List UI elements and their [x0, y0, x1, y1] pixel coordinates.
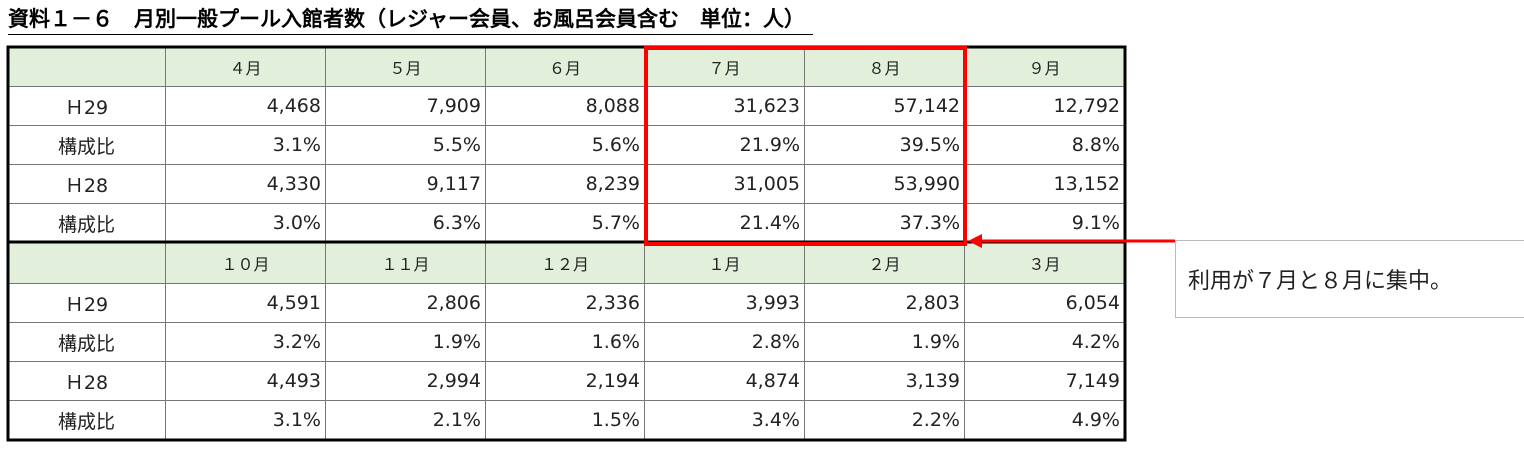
month-header: ５月	[326, 47, 486, 87]
row-label: Ｈ28	[8, 362, 166, 401]
row-label: Ｈ29	[8, 284, 166, 323]
value-cell: 12,792	[965, 87, 1125, 126]
month-header: ４月	[166, 47, 326, 87]
value-cell: 5.5%	[326, 126, 486, 165]
value-cell: 3.2%	[166, 323, 326, 362]
value-cell: 2,803	[805, 284, 965, 323]
month-header: １０月	[166, 243, 326, 284]
value-cell: 2,336	[486, 284, 645, 323]
value-cell: 4.9%	[965, 401, 1125, 440]
row-label: Ｈ29	[8, 87, 166, 126]
month-header: ８月	[805, 47, 965, 87]
title: 資料１－６ 月別一般プール入館者数（レジャー会員、お風呂会員含む 単位：人）	[8, 4, 813, 35]
value-cell: 1.9%	[805, 323, 965, 362]
value-cell: 2,994	[326, 362, 486, 401]
value-cell: 1.5%	[486, 401, 645, 440]
value-cell: 8,239	[486, 165, 645, 204]
value-cell: 6,054	[965, 284, 1125, 323]
value-cell: 8.8%	[965, 126, 1125, 165]
value-cell: 31,005	[645, 165, 805, 204]
month-header: １２月	[486, 243, 645, 284]
value-cell: 3,993	[645, 284, 805, 323]
value-cell: 53,990	[805, 165, 965, 204]
value-cell: 37.3%	[805, 204, 965, 243]
row-label: 構成比	[8, 401, 166, 440]
value-cell: 3,139	[805, 362, 965, 401]
value-cell: 4,330	[166, 165, 326, 204]
value-cell: 21.9%	[645, 126, 805, 165]
value-cell: 2,194	[486, 362, 645, 401]
value-cell: 3.1%	[166, 126, 326, 165]
value-cell: 7,149	[965, 362, 1125, 401]
month-header: ２月	[805, 243, 965, 284]
value-cell: 4,468	[166, 87, 326, 126]
month-header: １１月	[326, 243, 486, 284]
month-header: ３月	[965, 243, 1125, 284]
value-cell: 6.3%	[326, 204, 486, 243]
month-header: ９月	[965, 47, 1125, 87]
value-cell: 3.1%	[166, 401, 326, 440]
value-cell: 1.9%	[326, 323, 486, 362]
value-cell: 2.2%	[805, 401, 965, 440]
value-cell: 2.8%	[645, 323, 805, 362]
row-label: 構成比	[8, 323, 166, 362]
callout: 利用が７月と８月に集中。	[1175, 240, 1524, 318]
value-cell: 5.6%	[486, 126, 645, 165]
row-label: 構成比	[8, 204, 166, 243]
value-cell: 13,152	[965, 165, 1125, 204]
value-cell: 39.5%	[805, 126, 965, 165]
value-cell: 21.4%	[645, 204, 805, 243]
value-cell: 1.6%	[486, 323, 645, 362]
value-cell: 2,806	[326, 284, 486, 323]
value-cell: 4,874	[645, 362, 805, 401]
month-header: ６月	[486, 47, 645, 87]
value-cell: 4.2%	[965, 323, 1125, 362]
header-cell	[8, 243, 166, 284]
month-header: １月	[645, 243, 805, 284]
value-cell: 9.1%	[965, 204, 1125, 243]
value-cell: 3.4%	[645, 401, 805, 440]
value-cell: 5.7%	[486, 204, 645, 243]
value-cell: 57,142	[805, 87, 965, 126]
value-cell: 4,591	[166, 284, 326, 323]
value-cell: 31,623	[645, 87, 805, 126]
month-header: ７月	[645, 47, 805, 87]
header-cell	[8, 47, 166, 87]
value-cell: 4,493	[166, 362, 326, 401]
value-cell: 2.1%	[326, 401, 486, 440]
row-label: Ｈ28	[8, 165, 166, 204]
value-cell: 8,088	[486, 87, 645, 126]
row-label: 構成比	[8, 126, 166, 165]
value-cell: 7,909	[326, 87, 486, 126]
value-cell: 9,117	[326, 165, 486, 204]
value-cell: 3.0%	[166, 204, 326, 243]
